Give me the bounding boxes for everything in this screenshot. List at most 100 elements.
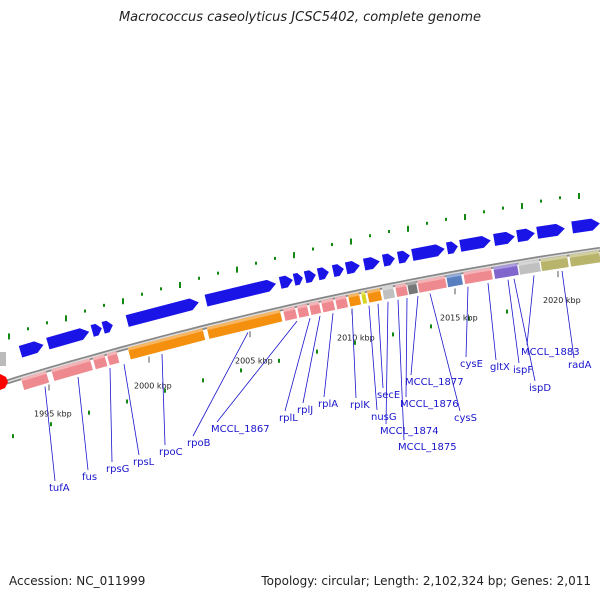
scale-label: 2005 kbp (235, 356, 273, 365)
cog-block (406, 281, 419, 295)
gc-skew-mark (540, 199, 542, 203)
gene-arrow (411, 244, 445, 261)
gene-arrow (125, 298, 199, 327)
label-leader (44, 386, 56, 482)
label-leader (561, 270, 575, 359)
gene-label[interactable]: MCCL_1874 (380, 426, 439, 437)
gene-label[interactable]: rplJ (297, 405, 313, 416)
gene-label[interactable]: rplK (350, 400, 370, 411)
label-leader (109, 367, 113, 463)
gene-label[interactable]: cysE (460, 359, 483, 370)
gene-arrow (459, 235, 491, 252)
gc-skew-mark (445, 217, 447, 221)
gc-skew-mark (464, 214, 466, 221)
gene-label[interactable]: nusG (371, 412, 397, 423)
label-leader (465, 286, 469, 358)
gene-arrow (18, 341, 44, 358)
gc-skew-mark (392, 332, 394, 337)
gc-skew-mark (84, 309, 86, 313)
gene-arrow (331, 264, 344, 278)
gene-arrow (446, 241, 458, 255)
gene-label[interactable]: MCCL_1867 (211, 424, 270, 435)
gc-skew-mark (12, 434, 14, 439)
gc-skew-mark (88, 410, 90, 415)
gene-label[interactable]: rplA (318, 399, 338, 410)
gene-label[interactable]: gltX (490, 362, 510, 373)
label-leader (429, 293, 461, 412)
gene-label[interactable]: radA (568, 360, 592, 371)
label-leader (302, 315, 321, 404)
gc-skew-mark (46, 321, 48, 325)
cog-block (106, 351, 120, 366)
label-leader (216, 320, 298, 423)
label-leader (284, 318, 311, 412)
label-leader (351, 309, 357, 399)
gene-label[interactable]: rplL (279, 413, 298, 424)
gene-label[interactable]: rpsG (106, 464, 129, 475)
position-marker (0, 374, 8, 390)
gene-arrow (396, 250, 410, 264)
gc-skew-mark (202, 378, 204, 383)
cog-category-track (20, 250, 600, 390)
gc-skew-mark (179, 282, 181, 289)
gene-arrow (571, 218, 600, 234)
gc-skew-mark (236, 266, 238, 273)
gene-arrow (90, 323, 102, 337)
map-title: Macrococcus caseolyticus JCSC5402, compl… (118, 10, 482, 25)
cog-block (334, 295, 349, 310)
gene-label[interactable]: ispF (513, 365, 533, 376)
scale-label: 1995 kbp (34, 409, 72, 418)
gene-label[interactable]: secE (377, 390, 400, 401)
cog-block (446, 272, 463, 288)
label-leader (77, 376, 89, 471)
gc-skew-mark (164, 388, 166, 393)
label-leader (368, 305, 378, 411)
cog-block (308, 301, 322, 316)
gc-skew-mark (369, 234, 371, 238)
gc-skew-mark (126, 399, 128, 404)
gc-skew-mark (274, 256, 276, 260)
cog-block (518, 259, 541, 275)
gene-label[interactable]: ispD (529, 383, 551, 394)
gc-skew-mark (388, 229, 390, 233)
cog-block (206, 309, 283, 339)
gene-label[interactable]: MCCL_1877 (405, 377, 464, 388)
position-scale: 1995 kbp 2000 kbp 2005 kbp 2010 kbp 2015 kbp… (34, 271, 581, 418)
label-leader (526, 275, 535, 346)
gene-arrow (101, 320, 113, 334)
gene-label[interactable]: MCCL_1875 (398, 442, 457, 453)
label-leaders (44, 270, 575, 482)
gc-skew-mark (160, 287, 162, 291)
gene-label[interactable]: rpoC (159, 447, 183, 458)
cog-block (20, 371, 50, 390)
gc-skew-mark (430, 324, 432, 329)
cog-block (296, 303, 310, 318)
gene-arrow (278, 275, 293, 289)
gc-skew-mark (331, 242, 333, 246)
gene-label[interactable]: fus (82, 472, 97, 483)
gene-label[interactable]: MCCL_1883 (521, 347, 580, 358)
gene-label[interactable]: tufA (49, 483, 70, 494)
gc-skew-mark (141, 292, 143, 296)
gc-skew-mark (426, 221, 428, 225)
cog-block (493, 263, 519, 279)
label-leader (323, 313, 334, 398)
gc-skew-mark (559, 196, 561, 200)
gene-arrow (493, 231, 515, 246)
gene-label[interactable]: MCCL_1876 (400, 399, 459, 410)
gc-skew-mark (468, 316, 470, 321)
genome-summary: Topology: circular; Length: 2,102,324 bp… (261, 574, 591, 588)
gene-label[interactable]: rpsL (133, 457, 155, 468)
label-leader (410, 295, 419, 376)
gc-skew-track (8, 193, 580, 439)
cog-block (92, 354, 108, 370)
gc-skew-mark (521, 203, 523, 210)
gene-arrow (292, 272, 303, 286)
cog-block (417, 275, 447, 293)
gene-label[interactable]: rpoB (187, 438, 211, 449)
gc-skew-mark (278, 358, 280, 363)
gc-skew-mark (65, 315, 67, 322)
gene-label[interactable]: cysS (454, 413, 477, 424)
label-leader (123, 364, 140, 456)
forward-strand-genes (18, 218, 600, 358)
